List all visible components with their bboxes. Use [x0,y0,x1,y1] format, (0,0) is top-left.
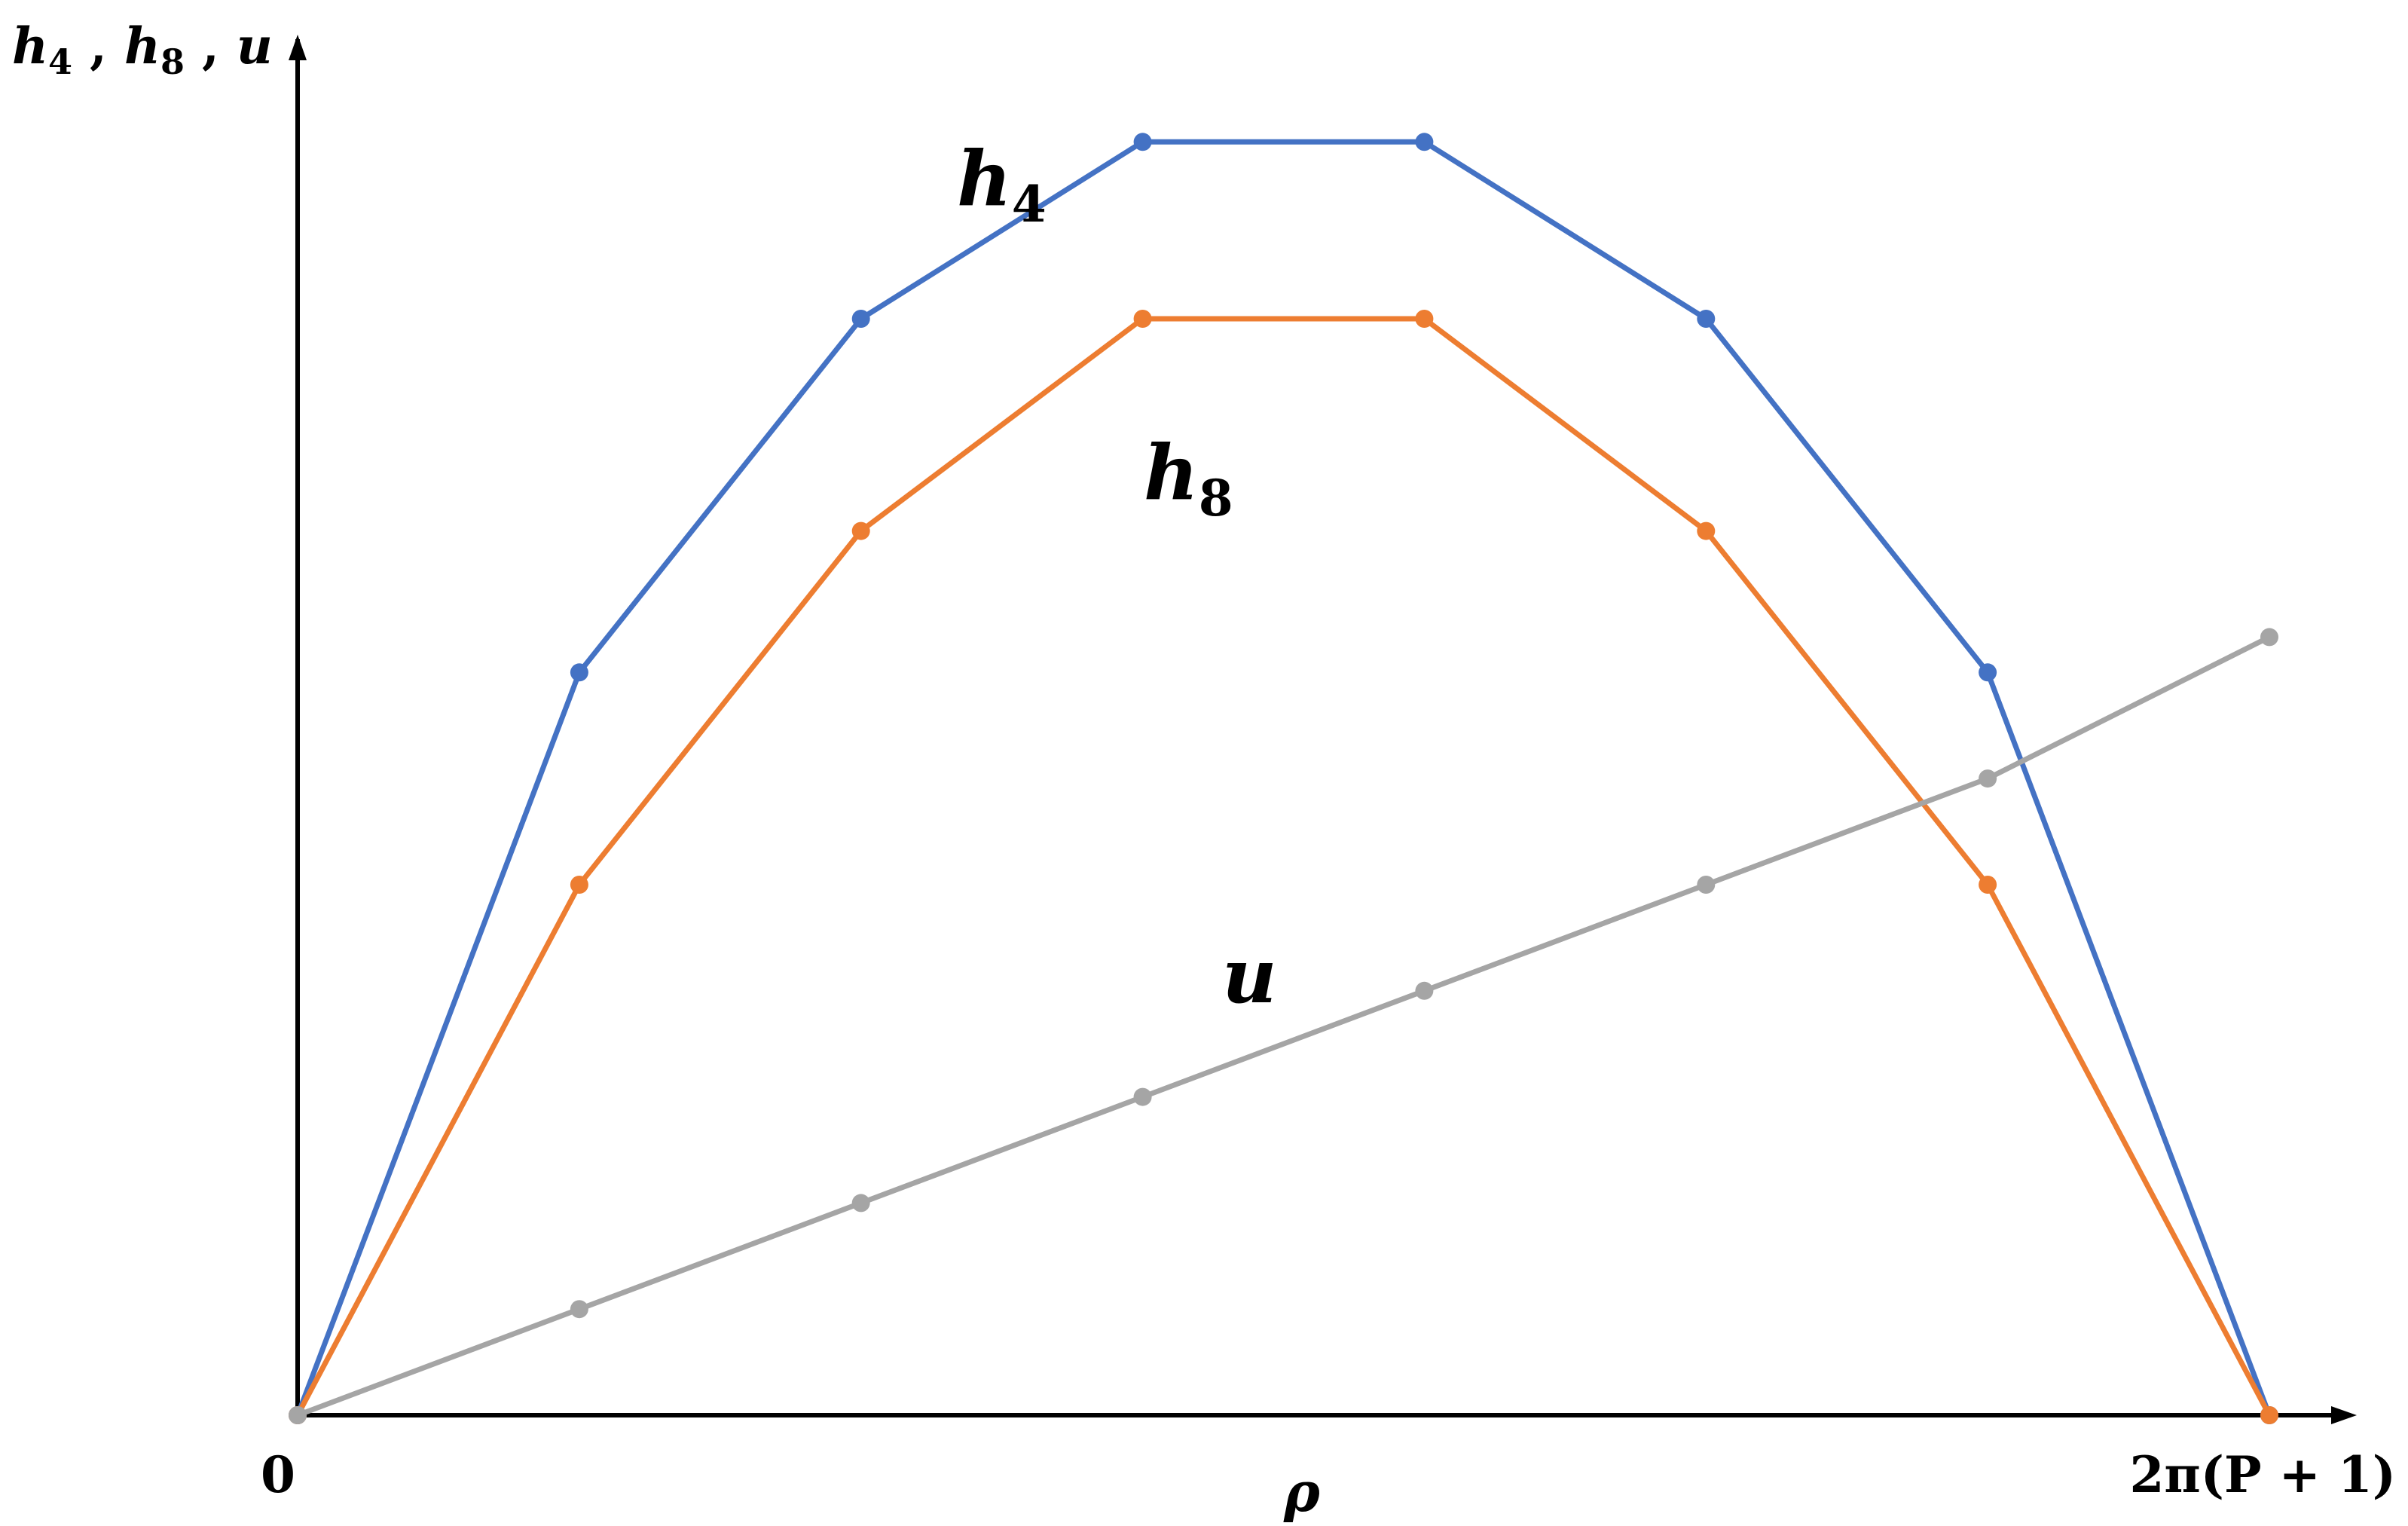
series-line-h8 [295,316,2272,1417]
data-point-u-7 [2260,628,2278,647]
x-tick-label-start: 0 [261,1445,295,1504]
data-point-h4-1 [570,663,588,682]
series-label-h8: h8 [1144,428,1233,528]
y-axis-arrow-icon [289,35,307,60]
series-label-u: u [1222,931,1277,1020]
data-point-u-5 [1697,876,1716,894]
series-label-h4: h4 [957,134,1047,234]
data-point-h4-3 [1133,133,1152,151]
series-u [289,628,2278,1424]
data-point-h8-7 [2260,1406,2278,1424]
data-point-u-1 [570,1300,588,1319]
data-point-h4-4 [1415,133,1434,151]
series-h4 [289,133,2278,1424]
series-line-u [296,635,2271,1418]
data-point-h8-1 [570,876,588,894]
series-line-h4 [295,139,2272,1417]
data-point-h4-5 [1697,310,1716,328]
data-point-h8-3 [1133,310,1152,328]
data-point-h4-2 [851,310,870,328]
data-point-h8-6 [1979,876,1997,894]
x-tick-label-end: 2π(P + 1) [2130,1445,2397,1504]
data-point-u-4 [1415,981,1434,1000]
data-point-u-2 [851,1194,870,1213]
data-point-u-3 [1133,1087,1152,1106]
y-axis-label: h4 , h8 , u [12,17,273,82]
data-point-h8-2 [851,521,870,540]
x-axis-label: ρ [1283,1460,1321,1524]
x-axis-arrow-icon [2331,1406,2357,1424]
data-point-u-6 [1979,769,1997,788]
data-point-u-0 [289,1406,307,1424]
data-point-h8-5 [1697,521,1716,540]
series-h8 [289,310,2278,1424]
data-point-h8-4 [1415,310,1434,328]
series-layer [289,133,2278,1424]
data-point-h4-6 [1979,663,1997,682]
